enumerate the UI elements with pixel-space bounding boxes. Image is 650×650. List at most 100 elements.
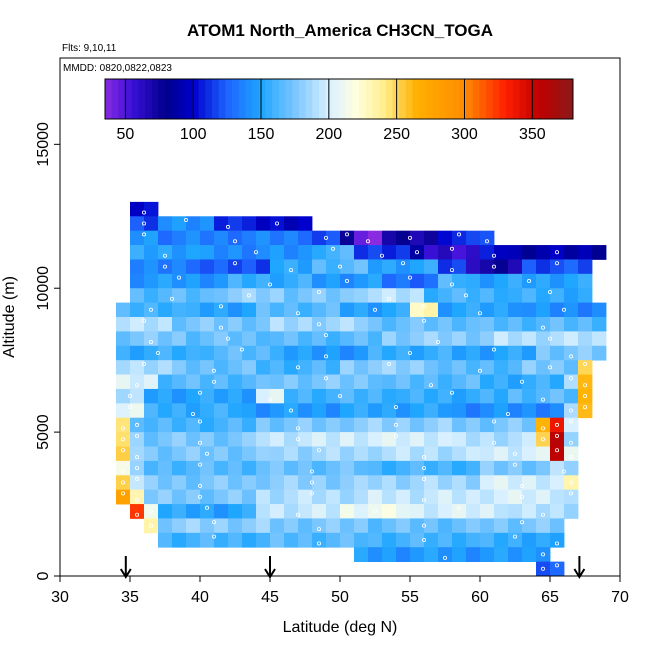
heatmap-cell [508,447,522,462]
heatmap-cell [438,504,452,519]
heatmap-cell [564,288,578,303]
heatmap-cell [270,403,284,418]
heatmap-cell [452,461,466,476]
heatmap-cell [326,346,340,361]
heatmap-cell [368,447,382,462]
heatmap-cell [298,274,312,289]
heatmap-cell [368,360,382,375]
heatmap-cell [200,245,214,260]
heatmap-cell [270,331,284,346]
heatmap-cell [382,403,396,418]
colorbar-segment [486,79,493,119]
heatmap-cell [200,533,214,548]
heatmap-cell [536,562,550,577]
heatmap-cell [522,403,536,418]
heatmap-cell [326,331,340,346]
heatmap-cell [564,360,578,375]
heatmap-cell [354,447,368,462]
heatmap-cell [172,259,186,274]
heatmap-cell [438,245,452,260]
heatmap-cell [144,461,158,476]
heatmap-cell [578,303,592,318]
heatmap-cell [284,533,298,548]
colorbar-segment [272,79,279,119]
heatmap-cell [452,245,466,260]
heatmap-cell [438,533,452,548]
heatmap-cell [270,346,284,361]
heatmap-cell [298,375,312,390]
heatmap-cell [158,447,172,462]
heatmap-cell [354,375,368,390]
heatmap-cell [214,216,228,231]
colorbar-segment [145,79,152,119]
heatmap-cell [536,259,550,274]
heatmap-cell [452,331,466,346]
heatmap-cell [326,403,340,418]
heatmap-cell [256,418,270,433]
heatmap-cell [522,303,536,318]
heatmap-cell [438,331,452,346]
heatmap-cell [172,475,186,490]
heatmap-cell [242,518,256,533]
heatmap-cell [354,288,368,303]
heatmap-cell [424,303,438,318]
heatmap-cell [284,303,298,318]
heatmap-cell [270,461,284,476]
heatmap-cell [228,216,242,231]
heatmap-cell [186,216,200,231]
heatmap-cell [368,259,382,274]
colorbar-segment [138,79,145,119]
heatmap-cell [340,274,354,289]
heatmap-cell [424,490,438,505]
heatmap-cell [354,389,368,404]
heatmap-cell [172,317,186,332]
heatmap-cell [494,245,508,260]
heatmap-cell [270,432,284,447]
heatmap-cell [396,547,410,562]
heatmap-cell [452,547,466,562]
heatmap-cell [284,274,298,289]
heatmap-cell [368,303,382,318]
heatmap-cell [158,504,172,519]
heatmap-cell [466,418,480,433]
heatmap-cell [410,303,424,318]
colorbar-segment [372,79,379,119]
heatmap-cell [396,447,410,462]
heatmap-cell [480,533,494,548]
x-tick-label: 40 [191,589,209,606]
heatmap-cell [130,403,144,418]
colorbar-segment [112,79,119,119]
colorbar-segment [426,79,433,119]
heatmap-cell [438,346,452,361]
heatmap-cell [410,403,424,418]
heatmap-cell [214,490,228,505]
heatmap-cell [354,518,368,533]
heatmap-cell [242,259,256,274]
heatmap-cell [214,403,228,418]
heatmap-cell [298,259,312,274]
heatmap-cell [368,231,382,246]
heatmap-cell [298,317,312,332]
latitude-arrow [574,556,584,577]
heatmap-cell [312,418,326,433]
heatmap-cell [368,403,382,418]
heatmap-cell [522,274,536,289]
heatmap-cell [200,518,214,533]
heatmap-cell [592,346,606,361]
heatmap-cell [452,518,466,533]
heatmap-cell [144,202,158,217]
colorbar-segment [292,79,299,119]
heatmap-cell [368,317,382,332]
heatmap-cell [256,216,270,231]
colorbar-segment [479,79,486,119]
heatmap-cell [242,216,256,231]
heatmap-cell [466,389,480,404]
heatmap-cell [186,533,200,548]
heatmap-cell [228,461,242,476]
heatmap-cell [382,518,396,533]
x-tick-label: 70 [611,589,629,606]
heatmap-cell [298,216,312,231]
heatmap-cell [480,518,494,533]
heatmap-cell [284,403,298,418]
